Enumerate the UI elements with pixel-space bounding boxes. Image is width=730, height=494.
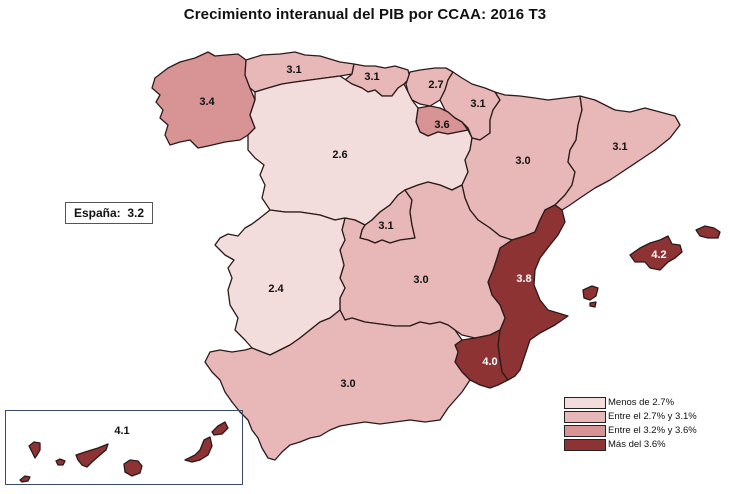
national-growth-text: España: 3.2 bbox=[73, 206, 145, 220]
label-canarias: 4.1 bbox=[114, 425, 129, 437]
region-andalucia[interactable] bbox=[204, 309, 471, 461]
label-cantabria: 3.1 bbox=[364, 71, 379, 83]
legend-swatch bbox=[564, 410, 606, 423]
national-growth-box: España: 3.2 bbox=[65, 202, 153, 224]
label-extremadura: 2.4 bbox=[268, 283, 284, 295]
region-baleares-menorca[interactable] bbox=[695, 225, 721, 239]
canary-islands-inset-frame bbox=[5, 410, 243, 485]
label-navarra: 3.1 bbox=[470, 98, 485, 110]
label-galicia: 3.4 bbox=[199, 96, 215, 108]
label-comunidad-valenciana: 3.8 bbox=[516, 273, 531, 285]
legend-item: Menos de 2.7% bbox=[564, 396, 697, 409]
region-galicia[interactable] bbox=[151, 51, 256, 149]
region-baleares-formentera[interactable] bbox=[589, 301, 597, 308]
label-murcia: 4.0 bbox=[482, 356, 497, 368]
legend-swatch bbox=[564, 424, 606, 437]
label-pais-vasco: 2.7 bbox=[428, 79, 443, 91]
legend-label: Menos de 2.7% bbox=[608, 397, 675, 408]
region-baleares-ibiza[interactable] bbox=[582, 285, 599, 301]
map-title: Crecimiento interanual del PIB por CCAA:… bbox=[183, 6, 547, 23]
label-cataluna: 3.1 bbox=[612, 141, 627, 153]
legend-swatch bbox=[564, 396, 606, 409]
region-canarias[interactable] bbox=[19, 421, 229, 483]
label-aragon: 3.0 bbox=[515, 155, 530, 167]
label-castilla-la-mancha: 3.0 bbox=[413, 274, 428, 286]
region-cataluna[interactable] bbox=[554, 95, 681, 211]
legend-label: Entre el 3.2% y 3.6% bbox=[608, 425, 697, 436]
label-madrid: 3.1 bbox=[378, 220, 393, 232]
region-baleares-mallorca[interactable] bbox=[629, 235, 683, 271]
label-baleares: 4.2 bbox=[651, 249, 666, 261]
legend-item: Entre el 2.7% y 3.1% bbox=[564, 410, 697, 423]
legend-item: Entre el 3.2% y 3.6% bbox=[564, 424, 697, 437]
legend: Menos de 2.7% Entre el 2.7% y 3.1% Entre… bbox=[564, 396, 697, 452]
legend-swatch bbox=[564, 438, 606, 451]
legend-label: Entre el 2.7% y 3.1% bbox=[608, 411, 697, 422]
label-castilla-y-leon: 2.6 bbox=[332, 149, 347, 161]
label-la-rioja: 3.6 bbox=[434, 119, 449, 131]
legend-item: Más del 3.6% bbox=[564, 438, 697, 451]
label-andalucia: 3.0 bbox=[340, 378, 355, 390]
label-asturias: 3.1 bbox=[286, 64, 301, 76]
legend-label: Más del 3.6% bbox=[608, 439, 666, 450]
